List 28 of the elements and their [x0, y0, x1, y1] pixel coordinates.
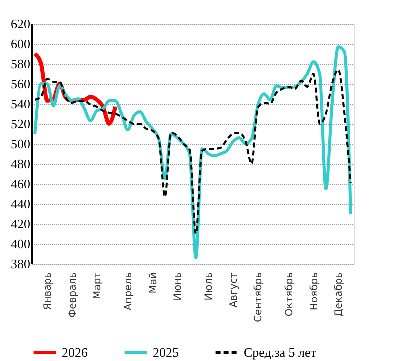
- x-tick-label: Август: [228, 272, 240, 308]
- x-tick-label: Январь: [42, 272, 54, 310]
- legend-label: Сред.за 5 лет: [244, 345, 317, 360]
- y-tick-label: 520: [11, 116, 30, 132]
- legend-label: 2025: [153, 345, 179, 360]
- y-tick-label: 380: [11, 256, 30, 272]
- y-tick-label: 480: [11, 156, 30, 172]
- x-tick-label: Июль: [204, 272, 215, 301]
- y-tick-label: 540: [11, 96, 30, 112]
- x-tick-label: Июнь: [173, 272, 184, 301]
- x-tick-label: Март: [92, 272, 104, 300]
- x-tick-label: Апрель: [123, 272, 134, 311]
- y-tick-label: 500: [11, 136, 30, 152]
- y-tick-label: 560: [11, 76, 30, 92]
- x-tick-label: Февраль: [68, 272, 79, 318]
- y-tick-label: 460: [11, 176, 30, 192]
- y-tick-label: 580: [11, 56, 30, 72]
- legend-label: 2026: [62, 345, 88, 360]
- x-tick-label: Декабрь: [334, 272, 346, 318]
- y-tick-label: 600: [11, 36, 30, 52]
- x-tick-label: Сентябрь: [254, 272, 265, 322]
- y-tick-label: 420: [11, 216, 30, 232]
- x-tick-label: Ноябрь: [309, 272, 320, 311]
- x-tick-label: Май: [148, 272, 160, 294]
- y-tick-label: 440: [11, 196, 30, 212]
- y-tick-label: 620: [11, 16, 30, 32]
- y-tick-label: 400: [11, 236, 30, 252]
- x-tick-label: Октябрь: [284, 272, 296, 317]
